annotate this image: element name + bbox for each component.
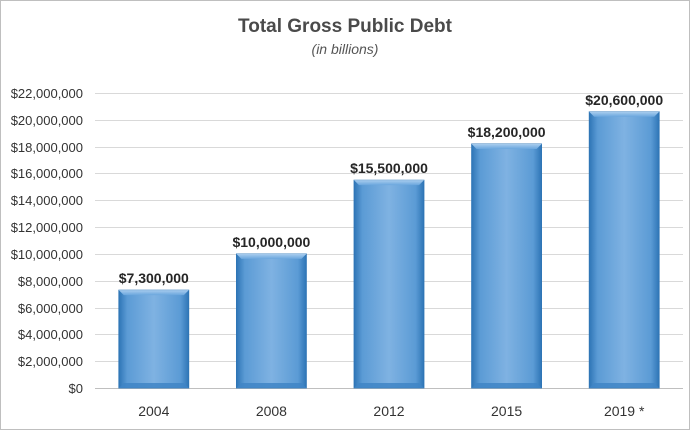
chart-subtitle: (in billions) [311,41,379,57]
bar [471,143,543,389]
bar-body [118,289,190,389]
y-tick-label: $8,000,000 [18,274,83,289]
bar-body [353,179,425,389]
y-tick-label: $14,000,000 [11,193,83,208]
y-tick-label: $12,000,000 [11,220,83,235]
bar-bevel [118,383,189,388]
y-tick-label: $18,000,000 [11,140,83,155]
bar-bevel [236,253,307,259]
x-tick-label: 2015 [491,403,522,419]
chart-title: Total Gross Public Debt [238,16,452,37]
x-tick-label: 2012 [373,403,404,419]
bar [588,111,660,389]
x-tick-label: 2019 * [604,403,645,419]
bar-bevel [354,180,424,186]
bar-body [471,143,543,389]
bar [235,253,307,389]
bar-bevel [471,143,542,149]
y-tick-label: $16,000,000 [11,166,83,181]
bar [353,179,425,389]
y-tick-label: $22,000,000 [11,86,83,101]
data-label: $20,600,000 [585,92,663,108]
data-label: $7,300,000 [119,270,189,286]
bar-body [235,253,307,389]
data-label: $15,500,000 [350,160,428,176]
bar [118,289,190,389]
y-tick-label: $4,000,000 [18,327,83,342]
data-label: $18,200,000 [468,124,546,140]
y-tick-label: $6,000,000 [18,301,83,316]
data-label: $10,000,000 [232,234,310,250]
y-tick-label: $20,000,000 [11,113,83,128]
y-tick-label: $0 [69,381,83,396]
x-tick-label: 2008 [256,403,287,419]
bar-bevel [118,290,189,296]
bar-bevel [589,111,660,117]
bar-body [588,111,660,389]
bar-bevel [471,383,542,388]
bar-bevel [589,383,660,388]
y-tick-label: $10,000,000 [11,247,83,262]
label-layer: $0 $2,000,000 $4,000,000 $6,000,000 $8,000,0… [11,86,664,419]
x-tick-label: 2004 [138,403,169,419]
y-tick-label: $2,000,000 [18,354,83,369]
bar-bevel [236,383,307,388]
bar-bevel [354,383,424,388]
bar-layer [118,111,660,389]
